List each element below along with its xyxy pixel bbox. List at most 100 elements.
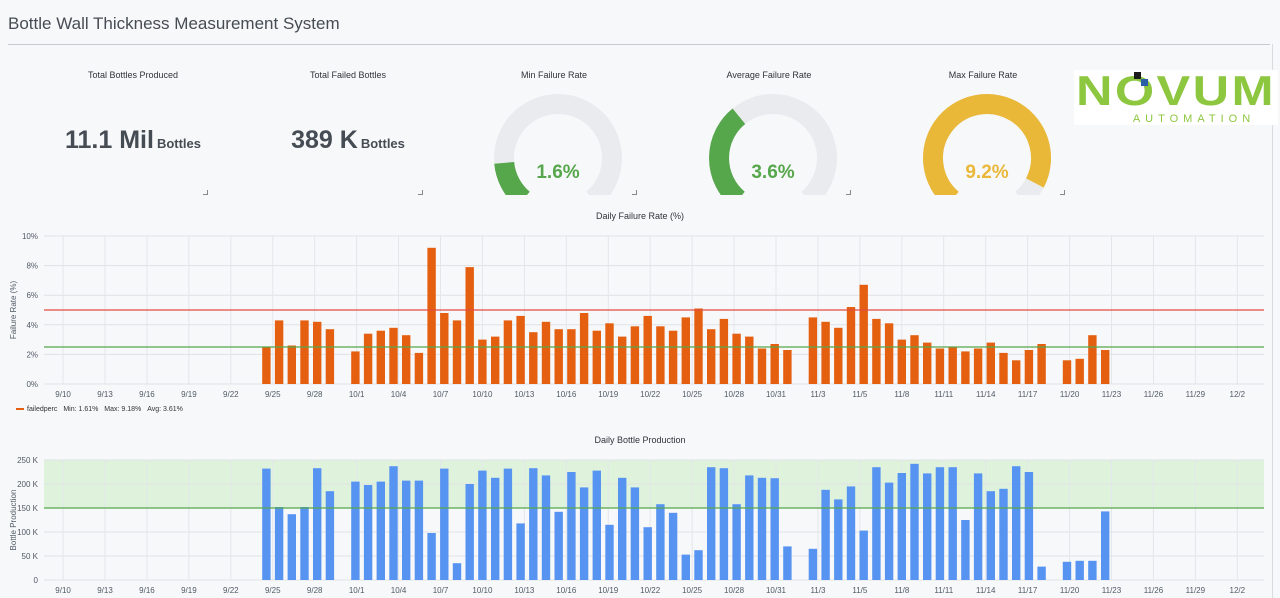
- panel-resize-handle[interactable]: [632, 190, 637, 195]
- bar: [1088, 560, 1097, 580]
- bar: [605, 524, 614, 580]
- bar: [859, 284, 868, 384]
- legend-avg: Avg: 3.61%: [147, 406, 183, 413]
- bar: [1075, 560, 1084, 580]
- x-tick-label: 10/1: [349, 390, 365, 399]
- legend-swatch: [16, 408, 24, 411]
- bar: [491, 477, 500, 580]
- bar: [834, 499, 843, 580]
- bar: [274, 320, 284, 384]
- bar: [910, 463, 919, 580]
- x-tick-label: 10/13: [514, 586, 535, 595]
- gauge-svg: 9.2%: [923, 94, 1051, 195]
- bar: [1062, 360, 1072, 384]
- bar: [910, 335, 919, 384]
- bar: [808, 317, 818, 384]
- gauge-value: 9.2%: [965, 162, 1008, 183]
- bar: [503, 320, 513, 384]
- x-tick-label: 10/31: [766, 390, 787, 399]
- x-tick-label: 9/25: [265, 586, 281, 595]
- bar: [668, 512, 678, 580]
- bar: [287, 345, 296, 384]
- bar: [605, 323, 614, 384]
- x-tick-label: 10/7: [433, 586, 449, 595]
- stat-label: Total Bottles Produced: [87, 70, 179, 80]
- panel-resize-handle[interactable]: [203, 190, 208, 195]
- bar: [1075, 358, 1084, 384]
- bar: [376, 481, 385, 580]
- panel-resize-handle[interactable]: [1060, 190, 1065, 195]
- y-tick-label: 200 K: [17, 480, 39, 489]
- bar: [681, 317, 690, 384]
- bar: [707, 467, 716, 580]
- bar: [846, 486, 856, 580]
- bar: [999, 352, 1008, 384]
- bar: [935, 467, 945, 580]
- bar: [351, 481, 360, 580]
- x-tick-label: 10/25: [682, 390, 703, 399]
- bar: [1037, 566, 1046, 580]
- x-tick-label: 11/14: [976, 586, 996, 595]
- bar: [643, 315, 652, 384]
- bar: [630, 487, 640, 580]
- gauge-value: 3.6%: [751, 162, 794, 183]
- bar: [948, 347, 957, 384]
- x-tick-label: 9/16: [139, 586, 155, 595]
- bar: [427, 533, 436, 580]
- bar: [567, 472, 576, 580]
- panel-edge: [1272, 44, 1273, 598]
- x-tick-label: 11/11: [934, 586, 953, 595]
- bar: [618, 477, 627, 580]
- bar: [325, 329, 335, 384]
- y-tick-label: 100 K: [17, 528, 39, 537]
- panel-resize-handle[interactable]: [846, 190, 851, 195]
- bar: [440, 313, 449, 384]
- y-axis-label: Bottle Production: [9, 490, 18, 551]
- chart-legend[interactable]: failedperc Min: 1.61% Max: 9.18% Avg: 3.…: [16, 406, 183, 413]
- x-tick-label: 10/22: [640, 586, 661, 595]
- y-tick-label: 150 K: [17, 504, 39, 513]
- bar: [262, 468, 271, 580]
- bar: [579, 487, 589, 580]
- bar: [846, 307, 856, 384]
- x-tick-label: 10/28: [724, 390, 745, 399]
- bar: [618, 336, 627, 384]
- bar: [262, 347, 271, 384]
- bar: [808, 548, 818, 580]
- bar: [592, 330, 601, 384]
- x-tick-label: 9/22: [223, 390, 239, 399]
- bar: [363, 333, 373, 384]
- bar: [872, 318, 881, 384]
- x-tick-label: 9/13: [97, 390, 113, 399]
- panel-resize-handle[interactable]: [418, 190, 423, 195]
- x-tick-label: 10/19: [598, 586, 619, 595]
- bar: [961, 520, 970, 580]
- bar: [503, 468, 513, 580]
- y-tick-label: 0%: [26, 380, 38, 389]
- y-tick-label: 4%: [26, 321, 38, 330]
- stat-total-failed: Total Failed Bottles 389 K Bottles: [255, 70, 441, 155]
- bar: [325, 491, 335, 580]
- bar: [274, 507, 284, 580]
- x-tick-label: 9/10: [55, 390, 71, 399]
- bar: [884, 323, 894, 384]
- bar: [541, 475, 551, 580]
- bar: [948, 467, 957, 580]
- bar: [732, 333, 741, 384]
- gauge-max-failure: Max Failure Rate 9.2%: [903, 70, 1063, 195]
- bar: [579, 313, 589, 384]
- bar: [821, 321, 830, 384]
- gauge-min-failure: Min Failure Rate 1.6%: [474, 70, 634, 195]
- y-tick-label: 8%: [26, 262, 38, 271]
- bar: [287, 514, 296, 580]
- bar: [770, 344, 779, 384]
- bar: [300, 507, 309, 580]
- bar: [859, 530, 868, 580]
- x-tick-label: 10/7: [433, 390, 449, 399]
- bar: [389, 327, 398, 384]
- gauge-average-failure: Average Failure Rate 3.6%: [689, 70, 849, 195]
- bar: [529, 332, 538, 384]
- bar: [668, 330, 678, 384]
- x-tick-label: 10/28: [724, 586, 745, 595]
- bar: [452, 320, 462, 384]
